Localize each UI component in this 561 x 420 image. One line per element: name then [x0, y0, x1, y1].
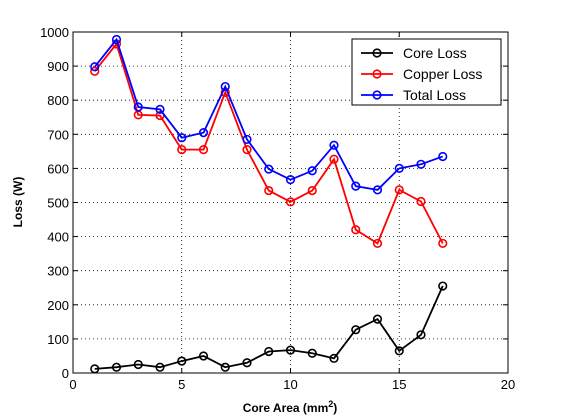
total-loss-point	[177, 133, 187, 143]
core-loss-point	[155, 362, 165, 372]
core-loss-point	[372, 314, 383, 324]
legend-total-loss-marker	[372, 90, 382, 100]
total-loss-point	[133, 102, 143, 112]
core-loss-point	[242, 358, 252, 368]
core-loss-point	[416, 330, 426, 340]
total-loss-point	[285, 175, 296, 185]
copper-loss-point	[351, 225, 361, 235]
x-axis-label: Core Area (mm2)	[243, 399, 338, 415]
series-layer	[90, 34, 448, 374]
legend-copper-loss-marker	[372, 69, 382, 79]
copper-loss-point	[372, 238, 383, 249]
copper-loss-point	[394, 185, 404, 195]
legend-copper-loss-label: Copper Loss	[403, 66, 482, 82]
legend-total-loss-label: Total Loss	[403, 87, 466, 103]
x-tick-label: 5	[178, 377, 185, 392]
x-tick-label: 20	[501, 377, 515, 392]
y-tick-label: 300	[47, 264, 69, 279]
copper-loss-point	[416, 196, 426, 207]
y-tick-label: 0	[62, 366, 69, 381]
core-loss-point	[307, 348, 317, 358]
y-tick-label: 200	[47, 298, 69, 313]
y-tick-label: 600	[47, 161, 69, 176]
core-loss-point	[177, 356, 187, 366]
y-tick-label: 1000	[40, 25, 69, 40]
core-loss-series	[90, 281, 448, 374]
core-loss-point	[198, 351, 209, 361]
core-loss-point	[285, 345, 296, 355]
copper-loss-point	[264, 185, 274, 196]
y-tick-label: 800	[47, 93, 69, 108]
copper-loss-point	[198, 145, 209, 155]
x-axis-label-suffix: )	[333, 401, 337, 415]
y-tick-label: 900	[47, 59, 69, 74]
total-loss-point	[111, 34, 122, 45]
total-loss-point	[264, 164, 274, 174]
copper-loss-point	[329, 154, 339, 164]
core-loss-point	[111, 362, 122, 372]
x-axis-label-superscript: 2	[328, 399, 333, 409]
legend-core-loss-marker	[372, 48, 382, 58]
copper-loss-series	[90, 39, 448, 249]
copper-loss-point	[177, 145, 187, 155]
legend: Core Loss Copper Loss Total Loss	[351, 38, 502, 106]
total-loss-point	[155, 104, 165, 115]
core-loss-point	[438, 281, 448, 291]
copper-loss-line	[94, 42, 444, 245]
copper-loss-point	[285, 197, 296, 207]
total-loss-point	[329, 140, 339, 150]
total-loss-point	[372, 185, 383, 195]
axis-ticks	[72, 31, 509, 374]
core-loss-point	[329, 353, 339, 363]
copper-loss-point	[242, 145, 252, 155]
copper-loss-point	[307, 185, 317, 196]
core-loss-point	[133, 359, 143, 370]
total-loss-point	[438, 151, 448, 162]
core-loss-point	[220, 362, 230, 372]
total-loss-point	[351, 181, 361, 191]
y-tick-label: 400	[47, 230, 69, 245]
total-loss-point	[416, 159, 426, 169]
y-tick-label: 100	[47, 332, 69, 347]
core-loss-point	[351, 325, 361, 335]
total-loss-series	[90, 34, 448, 195]
core-loss-point	[394, 346, 404, 356]
copper-loss-point	[438, 238, 448, 249]
legend-core-loss-label: Core Loss	[403, 45, 467, 61]
total-loss-point	[307, 166, 317, 176]
total-loss-point	[220, 81, 230, 92]
x-tick-label: 10	[283, 377, 297, 392]
copper-loss-point	[90, 66, 100, 76]
y-tick-label: 500	[47, 196, 69, 211]
total-loss-line	[94, 37, 444, 191]
total-loss-point	[90, 62, 100, 72]
x-tick-label: 0	[69, 377, 76, 392]
x-tick-label: 15	[392, 377, 406, 392]
y-tick-label: 700	[47, 127, 69, 142]
total-loss-point	[242, 134, 252, 145]
y-axis-label: Loss (W)	[11, 177, 25, 228]
total-loss-point	[198, 127, 209, 138]
core-loss-line	[94, 285, 444, 370]
core-loss-point	[264, 346, 274, 357]
total-loss-point	[394, 163, 404, 173]
